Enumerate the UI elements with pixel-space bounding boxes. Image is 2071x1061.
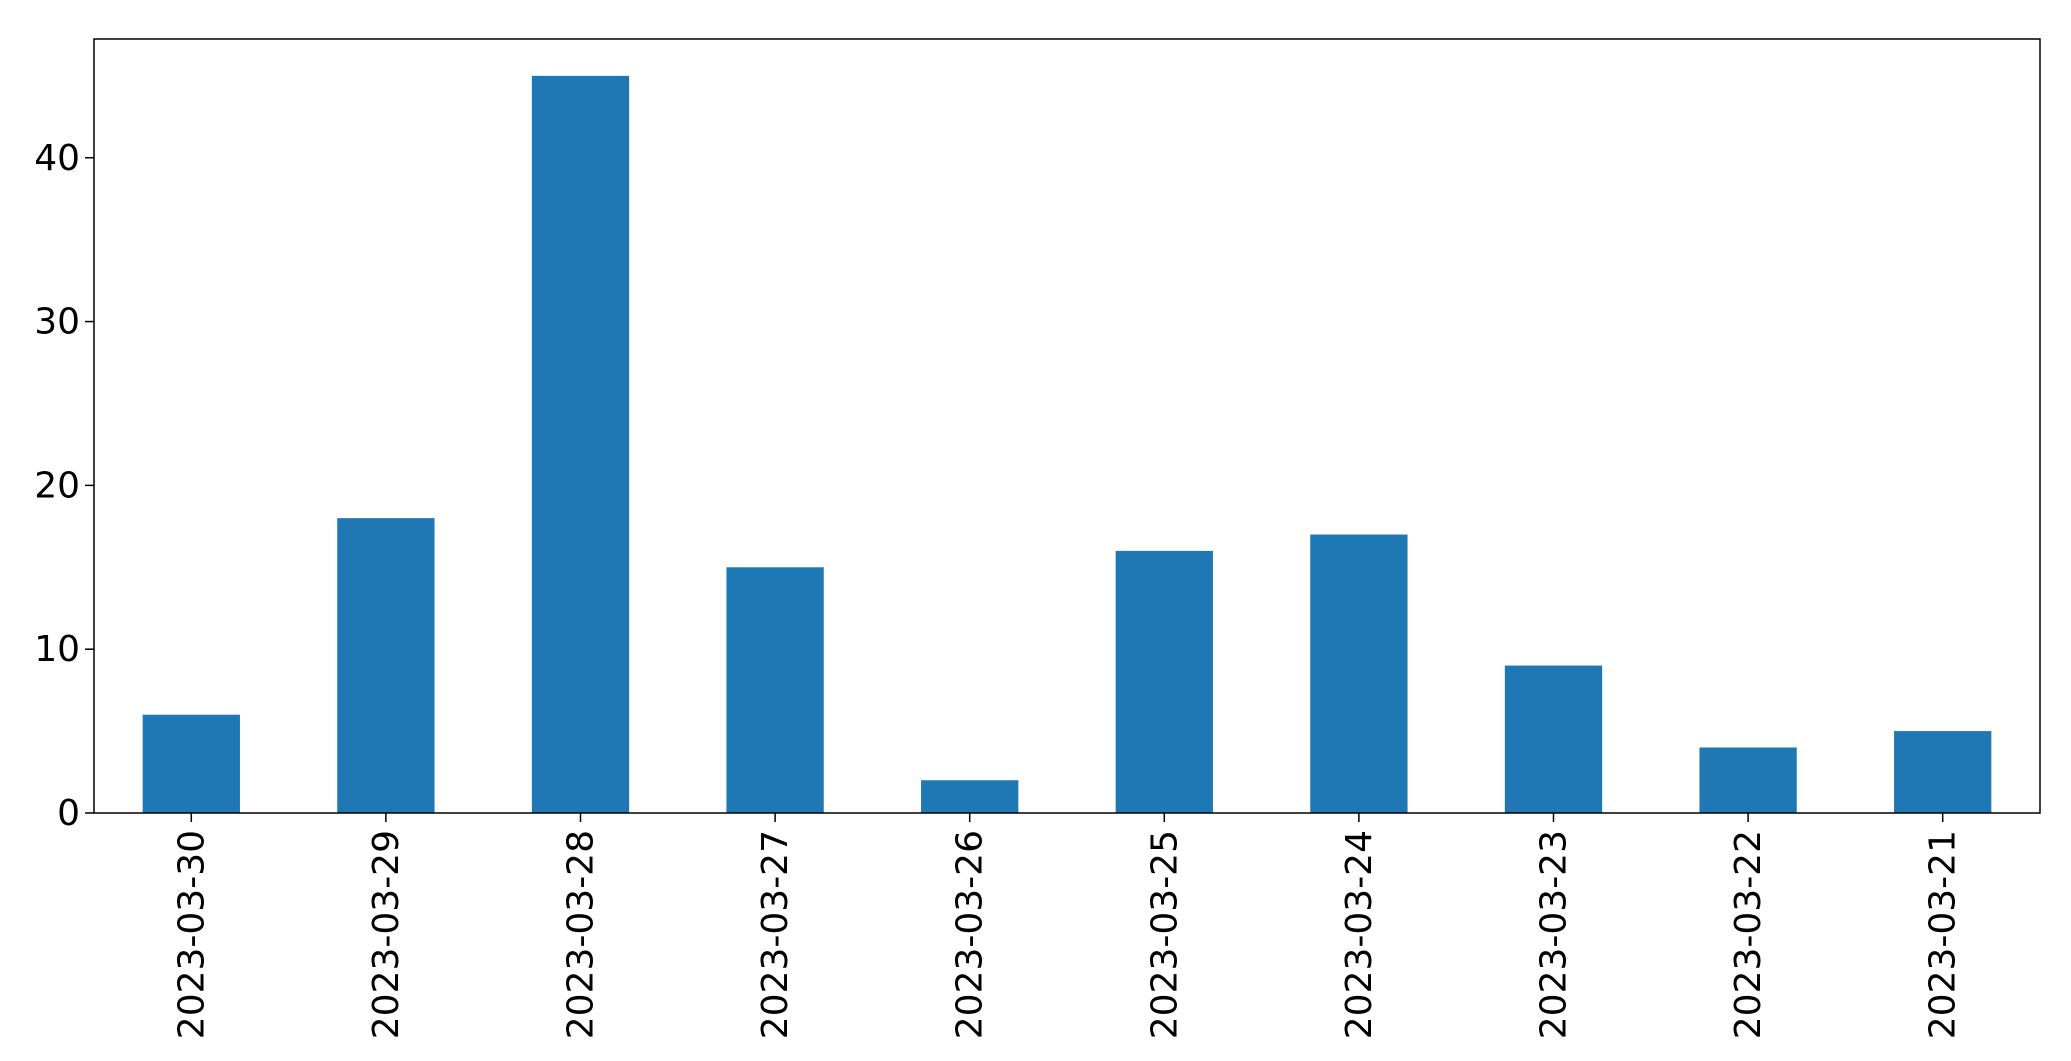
x-axis-ticks: 2023-03-30 2023-03-29 2023-03-28 2023-03-27… [171,813,1964,1039]
bar-2023-03-29 [337,518,435,813]
bar-2023-03-23 [1504,665,1603,813]
y-tick-label: 10 [34,629,80,670]
bar-2023-03-30 [142,714,240,813]
x-tick-label: 2023-03-23 [1534,830,1575,1039]
bar-2023-03-28 [531,75,630,814]
y-tick-label: 30 [34,302,80,343]
x-tick-label: 2023-03-30 [171,830,212,1039]
x-tick-label: 2023-03-27 [755,830,796,1039]
x-tick-label: 2023-03-25 [1144,830,1185,1039]
bar-2023-03-22 [1699,747,1797,813]
bar-2023-03-26 [921,780,1019,813]
bar-2023-03-25 [1115,550,1213,813]
x-tick-label: 2023-03-28 [561,830,602,1039]
bar-2023-03-27 [726,567,824,813]
x-tick-label: 2023-03-24 [1339,830,1380,1039]
y-tick-label: 40 [34,138,80,179]
x-tick-label: 2023-03-26 [950,830,991,1039]
x-tick-label: 2023-03-29 [366,830,407,1039]
bars-layer [142,75,1992,814]
y-tick-label: 20 [34,465,80,506]
x-tick-label: 2023-03-22 [1728,830,1769,1039]
bar-2023-03-21 [1894,731,1992,813]
plot-area-frame [93,38,2041,814]
y-tick-label: 0 [57,793,80,834]
bar-2023-03-24 [1310,534,1408,813]
y-axis-ticks: 0 10 20 30 40 [34,138,94,834]
x-tick-label: 2023-03-21 [1923,830,1964,1039]
